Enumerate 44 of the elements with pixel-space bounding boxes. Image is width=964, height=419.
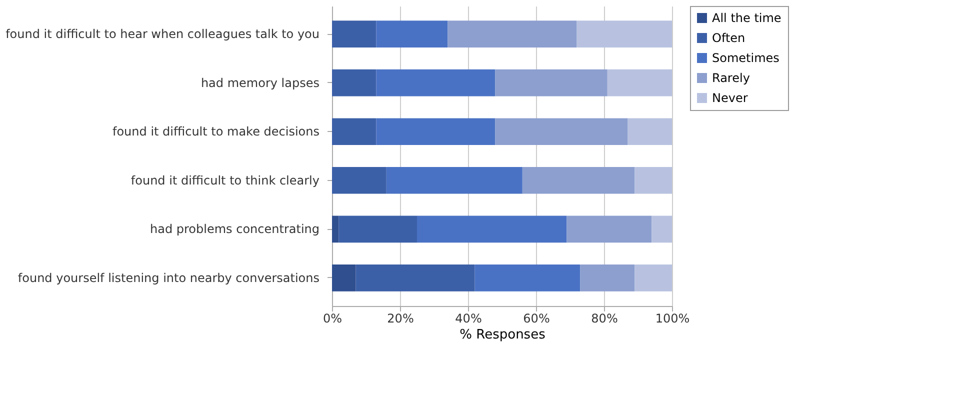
bar bbox=[376, 20, 448, 48]
bar bbox=[332, 20, 376, 48]
bar bbox=[474, 264, 580, 292]
x-tick-label: 0% bbox=[322, 312, 342, 326]
bar bbox=[332, 216, 339, 243]
x-tick-label: 20% bbox=[387, 312, 414, 326]
bar bbox=[332, 69, 376, 96]
bar bbox=[417, 216, 567, 243]
bar bbox=[566, 216, 652, 243]
bar bbox=[332, 264, 356, 292]
bar bbox=[576, 20, 672, 48]
x-tick-label: 100% bbox=[655, 312, 690, 326]
bar bbox=[356, 264, 475, 292]
bar bbox=[448, 20, 577, 48]
legend-label: Rarely bbox=[712, 71, 750, 85]
y-tick-label: found yourself listening into nearby conversations bbox=[18, 270, 320, 285]
legend-label: Never bbox=[712, 91, 748, 105]
bar bbox=[607, 69, 672, 96]
bar bbox=[634, 166, 672, 194]
y-tick-label: had memory lapses bbox=[200, 76, 320, 90]
y-tick-label: had problems concentrating bbox=[150, 222, 320, 236]
legend-label: All the time bbox=[712, 11, 782, 25]
legend-label: Often bbox=[712, 31, 746, 45]
x-tick-label: 80% bbox=[591, 312, 618, 326]
bar bbox=[495, 118, 628, 146]
bar bbox=[652, 216, 672, 243]
bar bbox=[376, 118, 496, 146]
bar bbox=[386, 166, 522, 194]
bar bbox=[332, 166, 386, 194]
bar bbox=[580, 264, 635, 292]
bar bbox=[376, 69, 496, 96]
x-tick-label: 40% bbox=[455, 312, 482, 326]
x-tick-label: 60% bbox=[523, 312, 550, 326]
bar bbox=[634, 264, 672, 292]
y-tick-label: found it difficult to hear when colleagues talk to you bbox=[6, 27, 320, 42]
x-axis-title: % Responses bbox=[460, 328, 546, 342]
y-tick-label: found it difficult to think clearly bbox=[130, 173, 320, 188]
bar bbox=[628, 118, 672, 146]
y-tick-label: found it difficult to make decisions bbox=[112, 124, 320, 139]
bar bbox=[522, 166, 635, 194]
bar bbox=[495, 69, 608, 96]
bar bbox=[338, 216, 417, 243]
bar bbox=[332, 118, 376, 146]
legend-label: Sometimes bbox=[712, 51, 780, 65]
